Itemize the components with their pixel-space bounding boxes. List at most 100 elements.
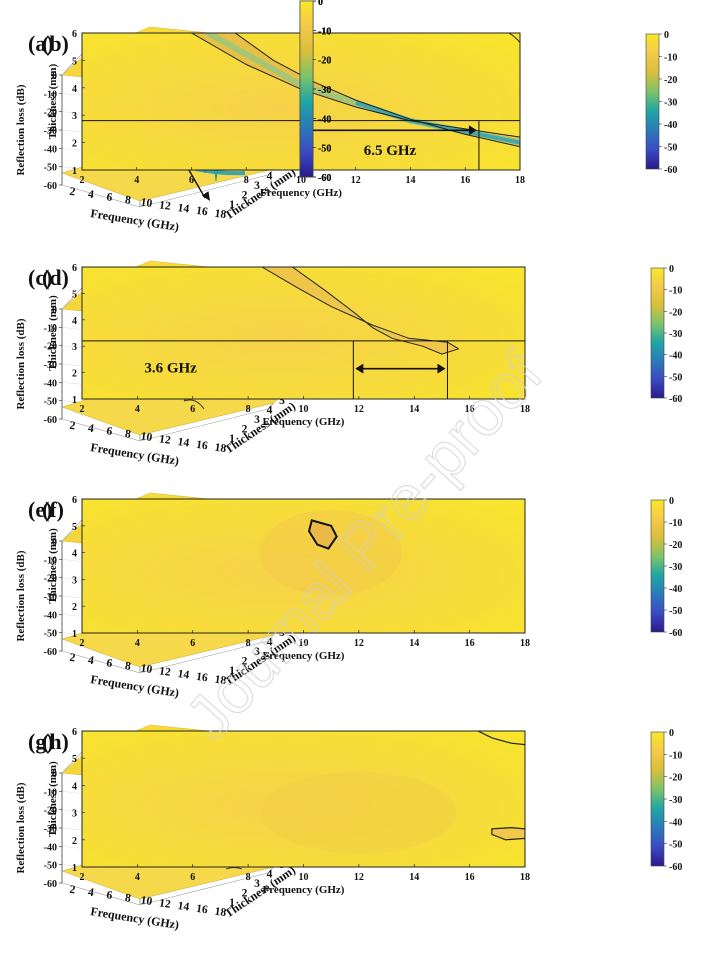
bandwidth-label: 6.5 GHz (364, 143, 417, 159)
colorbar-tick-label: 0 (669, 728, 674, 739)
y-tick-label: 5 (72, 754, 77, 765)
contour-line (508, 33, 520, 43)
x-tick-label: 14 (177, 668, 190, 682)
colorbar-tick-label: -60 (669, 862, 682, 873)
arrow-head (468, 125, 477, 136)
x-tick-label: 4 (135, 872, 140, 883)
y-tick-label: 2 (242, 190, 248, 202)
x-tick-label: 4 (87, 886, 95, 899)
x-tick-label: 14 (177, 900, 190, 914)
x-tick-label: 2 (69, 884, 77, 897)
colorbar-tick-label: -20 (664, 75, 677, 86)
z-tick-label: -50 (44, 629, 57, 640)
colorbar-tick-label: 0 (669, 264, 674, 275)
x-tick-label: 2 (69, 186, 77, 199)
x-tick-label: 12 (351, 175, 361, 186)
z-tick-label: -10 (44, 323, 57, 334)
panel-label: (f) (42, 497, 64, 522)
y-tick-label: 6 (72, 727, 77, 738)
z-tick-label: -10 (44, 787, 57, 798)
colorbar-tick-label: -20 (669, 773, 682, 784)
x-tick-label: 16 (195, 205, 208, 219)
y-tick-label: 1 (229, 199, 235, 211)
x-tick-label: 10 (299, 638, 309, 649)
x-tick-label: 8 (246, 872, 251, 883)
y-tick-label: 4 (267, 171, 273, 183)
z-tick-label: -60 (44, 181, 57, 192)
x-tick-label: 6 (106, 657, 114, 670)
x-tick-label: 2 (80, 638, 85, 649)
x-tick-label: 16 (195, 439, 208, 453)
x-tick-label: 4 (135, 404, 140, 415)
z-tick-label: -40 (44, 610, 57, 621)
colorbar-tick-label: -10 (318, 26, 331, 37)
x-tick-label: 6 (106, 191, 114, 204)
colorbar-tick-label: -40 (669, 817, 682, 828)
z-tick-label: -20 (44, 574, 57, 585)
colorbar-tick-label: 0 (318, 0, 323, 8)
y-tick-label: 5 (72, 56, 77, 67)
y-tick-label: 6 (72, 495, 77, 506)
x-tick-label: 12 (158, 665, 171, 679)
y-tick-label: 4 (72, 84, 77, 95)
absorption-band-peak (355, 100, 520, 145)
z-tick-label: -20 (44, 108, 57, 119)
z-tick-label: 0 (52, 769, 57, 780)
colorbar-tick-label: 0 (318, 0, 323, 8)
x-tick-label: 10 (299, 872, 309, 883)
y-tick-label: 2 (72, 139, 77, 150)
colorbar-tick-label: -30 (669, 562, 682, 573)
z-tick-label: -40 (44, 378, 57, 389)
y-axis-label: Thickness (mm) (47, 295, 59, 371)
colorbar-g: 0 -10 -20 -30 -40 -50 -60 (299, 0, 331, 184)
colorbar-tick-label: -60 (318, 173, 331, 184)
colorbar-tick-label: -40 (318, 114, 331, 125)
x-tick-label: 14 (409, 404, 419, 415)
arrow-head (437, 363, 446, 374)
colorbar-f: 0 -10 -20 -30 -40 -50 -60 (650, 496, 682, 639)
panel-label: (a) (28, 31, 54, 56)
colorbar-tick-label: 0 (664, 30, 669, 41)
z-axis-label: Reflection loss (dB) (15, 318, 27, 409)
colorbar-tick-label: -10 (669, 750, 682, 761)
x-tick-label: 10 (299, 404, 309, 415)
colorbar-tick-label: -30 (669, 329, 682, 340)
x-tick-label: 8 (124, 892, 132, 905)
x-tick-label: 6 (106, 425, 114, 438)
contour-line (477, 731, 525, 746)
z-tick-label: -50 (44, 163, 57, 174)
y-axis-label: Thickness (mm) (47, 761, 59, 837)
x-tick-label: 12 (354, 404, 364, 415)
colorbar-tick-label: -20 (318, 56, 331, 67)
x-tick-label: 14 (177, 202, 190, 216)
colorbar-tick-label: -50 (318, 144, 331, 155)
x-tick-label: 8 (124, 428, 132, 441)
x-tick-label: 4 (87, 422, 95, 435)
y-tick-label: 1 (72, 166, 77, 177)
y-tick-label: 2 (242, 656, 248, 668)
y-tick-label: 1 (229, 433, 235, 445)
colorbar-scale (650, 267, 665, 399)
z-tick-label: -20 (44, 342, 57, 353)
x-axis-label: Frequency (GHz) (260, 187, 342, 199)
contour-line (235, 33, 520, 148)
panel-label: (b) (42, 31, 69, 56)
colorbar-scale (645, 33, 660, 170)
z-tick-label: -50 (44, 861, 57, 872)
x-tick-label: 12 (158, 199, 171, 213)
z-tick-label: 0 (52, 71, 57, 82)
z-tick-label: 0 (52, 537, 57, 548)
y-tick-label: 3 (72, 111, 77, 122)
x-tick-label: 16 (195, 671, 208, 685)
colorbar-tick-label: -20 (318, 56, 331, 67)
plot-area (82, 267, 525, 399)
absorption-region (261, 771, 457, 854)
colorbar-tick-label: -40 (669, 584, 682, 595)
arrow-head (201, 191, 210, 201)
y-tick-label: 6 (72, 263, 77, 274)
z-tick-label: -60 (44, 415, 57, 426)
x-tick-label: 14 (409, 872, 419, 883)
y-tick-label: 3 (254, 646, 260, 658)
y-tick-label: 4 (72, 549, 77, 560)
